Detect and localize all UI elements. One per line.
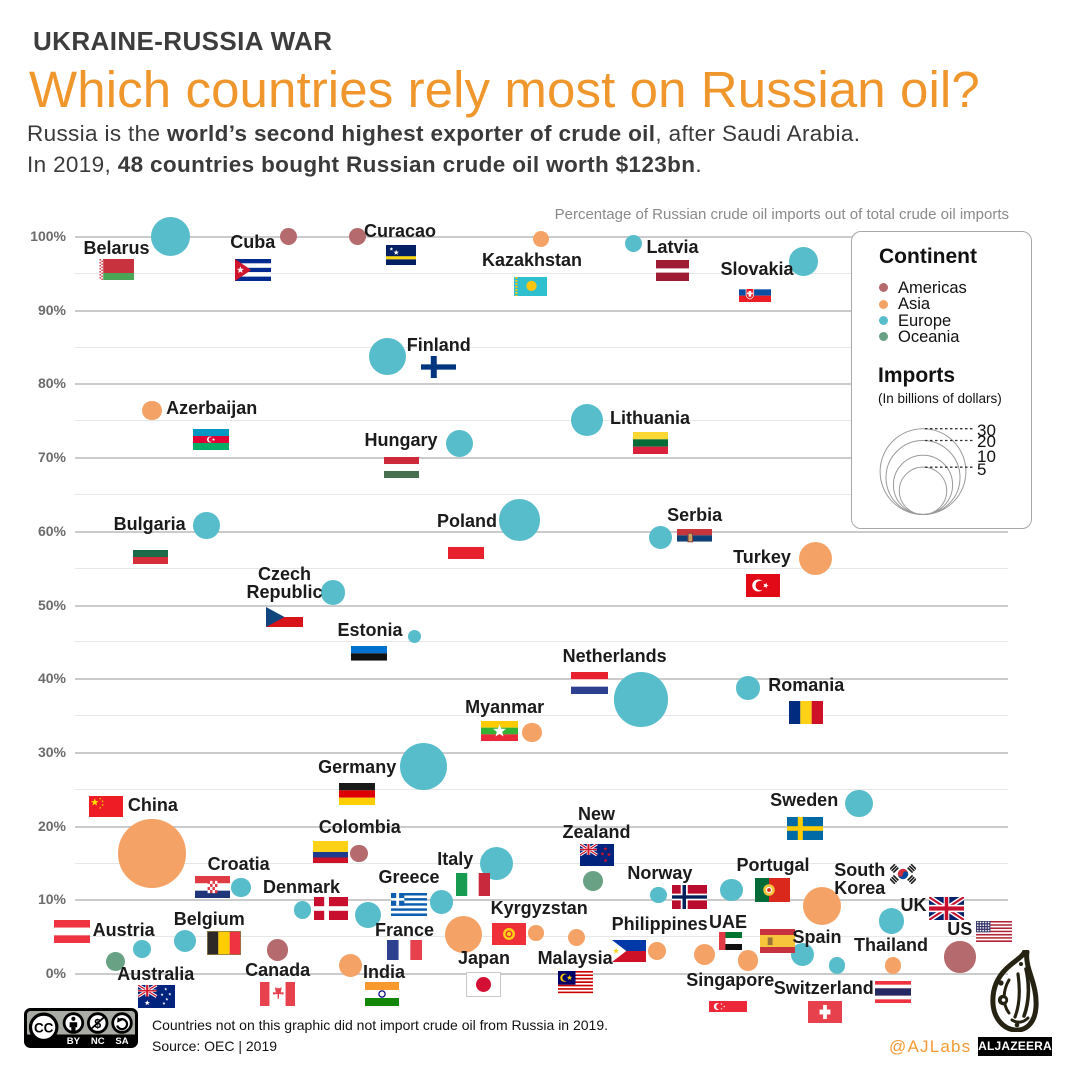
- svg-text:CC: CC: [34, 1020, 54, 1035]
- svg-text:SA: SA: [115, 1036, 128, 1047]
- svg-text:NC: NC: [91, 1036, 105, 1047]
- svg-text:BY: BY: [67, 1036, 81, 1047]
